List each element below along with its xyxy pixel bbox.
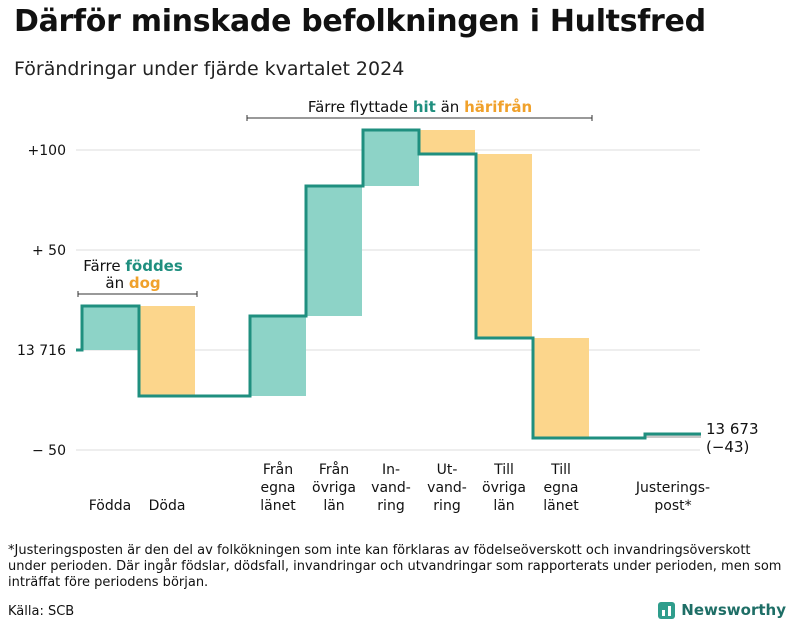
category-label: Födda [89,498,131,514]
annotation-migration: Färre flyttade hit än härifrån [308,98,532,116]
waterfall-chart: +100 + 50 13 716 − 50 13 673(−43) Födda Döda Fr… [17,98,759,514]
end-change-label: (−43) [706,438,749,456]
bar-5 [363,130,419,186]
source-label: Källa: SCB [8,604,75,619]
bar-6 [419,130,475,154]
category-label: Till övriga län [482,462,526,514]
annotation-births: Färre föddes [83,257,183,275]
y-tick-label: + 50 [32,243,66,259]
footnote: *Justeringsposten är den del av folkökni… [8,543,782,590]
y-tick-label: 13 716 [17,343,66,359]
running-total-line [76,128,701,440]
y-tick-label: +100 [28,143,66,159]
bar-9 [645,434,701,438]
bar-8 [533,338,589,438]
end-value-label: 13 673 [706,420,759,438]
bar-1 [82,306,138,350]
category-label: In-vand-ring [371,462,411,514]
bar-4 [306,186,362,316]
bar-7 [476,154,532,338]
chart-subtitle: Förändringar under fjärde kvartalet 2024 [14,58,405,80]
category-label: Justerings-post* [635,480,710,514]
category-label: Från egna länet [260,461,296,514]
y-tick-label: − 50 [32,443,66,459]
newsworthy-logo-icon [658,601,676,619]
bar-2 [139,306,195,396]
brand-name: Newsworthy [681,601,786,619]
category-label: Ut-vand-ring [427,462,467,514]
category-label: Från övriga län [312,461,356,514]
bar-3 [250,316,306,396]
chart-title: Därför minskade befolkningen i Hultsfred [14,4,706,39]
annotation-births-line2: än dog [105,274,160,292]
category-label: Till egna länet [543,462,579,514]
brand-logo: Newsworthy [658,601,786,619]
category-label: Döda [149,498,186,514]
